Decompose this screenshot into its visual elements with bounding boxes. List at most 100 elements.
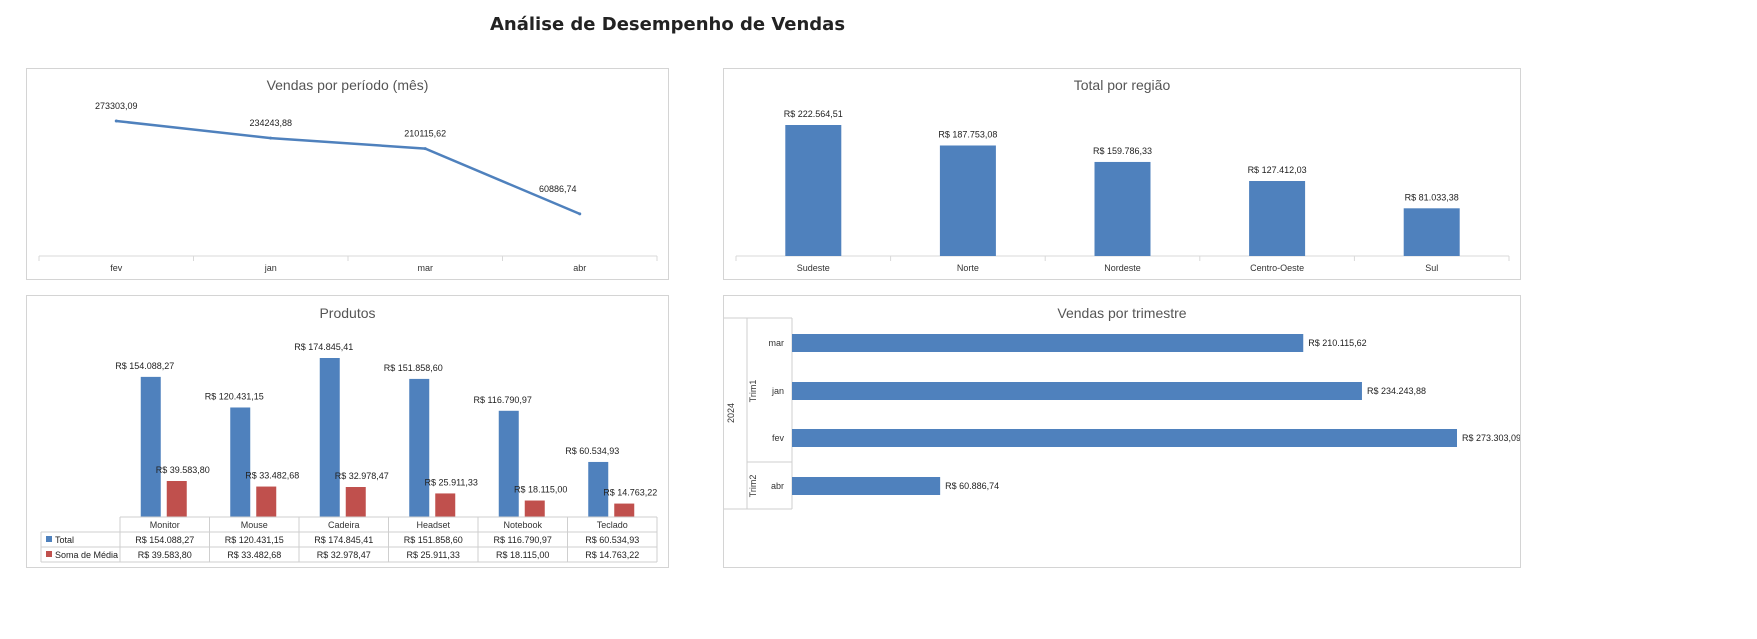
- bar: [792, 429, 1457, 447]
- bar: [792, 382, 1362, 400]
- x-tick-label: jan: [264, 263, 277, 273]
- data-label: R$ 210.115,62: [1308, 338, 1366, 348]
- data-label: R$ 60.534,93: [565, 446, 619, 456]
- bar: [792, 334, 1304, 352]
- data-label: R$ 187.753,08: [938, 129, 997, 139]
- data-label: R$ 174.845,41: [294, 342, 353, 352]
- y-tick-label: fev: [772, 433, 785, 443]
- bar-soma-media: [256, 486, 277, 517]
- data-label: R$ 154.088,27: [115, 361, 174, 371]
- data-label: R$ 127.412,03: [1248, 165, 1307, 175]
- x-tick-label: Teclado: [597, 520, 628, 530]
- region-chart-panel: Total por região R$ 222.564,51 Sudeste R$ …: [723, 68, 1521, 280]
- data-label: R$ 159.786,33: [1093, 146, 1152, 156]
- y-tick-label: mar: [769, 338, 785, 348]
- bar-soma-media: [524, 500, 545, 517]
- data-label: 273303,09: [95, 101, 138, 111]
- data-label: R$ 151.858,60: [384, 363, 443, 373]
- page-title: Análise de Desempenho de Vendas: [490, 14, 846, 35]
- x-tick-label: abr: [573, 263, 586, 273]
- table-cell: R$ 116.790,97: [494, 535, 552, 545]
- bar: [785, 125, 842, 256]
- x-tick-label: Norte: [957, 263, 979, 273]
- x-tick-label: fev: [110, 263, 123, 273]
- table-cell: R$ 18.115,00: [496, 550, 549, 560]
- x-tick-label: mar: [418, 263, 434, 273]
- bar-soma-media: [166, 481, 187, 517]
- bar-total: [230, 407, 251, 517]
- line-point: [269, 136, 273, 140]
- bar-total: [140, 376, 161, 517]
- quarter-chart-panel: Vendas por trimestre R$ 210.115,62 mar R$ …: [723, 295, 1521, 568]
- data-label: R$ 234.243,88: [1367, 386, 1426, 396]
- y-tick-label: abr: [771, 481, 784, 491]
- data-label: R$ 32.978,47: [335, 471, 389, 481]
- table-cell: R$ 39.583,80: [138, 550, 192, 560]
- table-cell: R$ 174.845,41: [314, 535, 373, 545]
- products-bar-chart: R$ 154.088,27 R$ 39.583,80 R$ 120.431,15 R$…: [40, 342, 658, 563]
- bar: [1249, 181, 1306, 256]
- table-cell: R$ 154.088,27: [135, 535, 194, 545]
- data-label: R$ 60.886,74: [945, 481, 999, 491]
- data-label: R$ 81.033,38: [1405, 192, 1459, 202]
- quarter-bar-chart: R$ 210.115,62 mar R$ 234.243,88 jan R$ 273.3…: [724, 317, 1521, 510]
- chart-title: Vendas por trimestre: [1057, 305, 1187, 321]
- products-chart-panel: Produtos R$ 154.088,27 R$ 39.583,80 R$ 120…: [26, 295, 669, 568]
- outer-group-label: 2024: [726, 403, 736, 423]
- line-point: [578, 212, 582, 216]
- bar-total: [588, 461, 609, 517]
- x-tick-label: Sul: [1425, 263, 1438, 273]
- data-label: R$ 273.303,09: [1462, 433, 1520, 443]
- data-label: R$ 222.564,51: [784, 109, 843, 119]
- table-cell: R$ 25.911,33: [407, 550, 460, 560]
- legend-key-total: [46, 536, 52, 542]
- legend-key-soma-media: [46, 551, 52, 557]
- bar: [939, 145, 996, 256]
- chart-title: Vendas por período (mês): [266, 77, 429, 93]
- data-label: R$ 18.115,00: [514, 485, 567, 495]
- chart-title: Total por região: [1073, 77, 1171, 93]
- line-chart-panel: Vendas por período (mês) 273303,09 fev 234…: [26, 68, 669, 280]
- x-tick-label: Mouse: [241, 520, 268, 530]
- bar: [792, 477, 941, 495]
- table-cell: R$ 120.431,15: [225, 535, 284, 545]
- data-label: 234243,88: [249, 118, 292, 128]
- data-label: 60886,74: [539, 184, 577, 194]
- y-tick-label: jan: [771, 386, 784, 396]
- x-tick-label: Sudeste: [797, 263, 830, 273]
- bar-soma-media: [435, 493, 456, 517]
- x-tick-label: Headset: [416, 520, 450, 530]
- line-point: [423, 147, 427, 151]
- x-tick-label: Nordeste: [1104, 263, 1141, 273]
- group-label: Trim2: [748, 475, 758, 498]
- line-point: [114, 119, 118, 123]
- chart-title: Produtos: [319, 305, 376, 321]
- data-label: R$ 120.431,15: [205, 391, 264, 401]
- legend-label: Total: [55, 535, 74, 545]
- region-bar-chart: R$ 222.564,51 Sudeste R$ 187.753,08 Norte R$…: [735, 109, 1510, 273]
- data-label: R$ 39.583,80: [156, 465, 210, 475]
- bar: [1094, 161, 1151, 256]
- data-label: R$ 116.790,97: [474, 395, 532, 405]
- bar: [1403, 208, 1460, 256]
- x-tick-label: Monitor: [150, 520, 180, 530]
- line-series-total: [116, 119, 581, 216]
- bar-total: [319, 358, 340, 517]
- x-tick-label: Centro-Oeste: [1250, 263, 1304, 273]
- group-label: Trim1: [748, 380, 758, 403]
- data-label: R$ 33.482,68: [245, 471, 299, 481]
- data-label: 210115,62: [404, 129, 446, 139]
- line-chart: 273303,09 fev 234243,88 jan 210115,62 mar 6088…: [38, 101, 658, 273]
- table-cell: R$ 151.858,60: [404, 535, 463, 545]
- bar-total: [409, 378, 430, 517]
- x-tick-label: Cadeira: [328, 520, 360, 530]
- table-cell: R$ 33.482,68: [227, 550, 281, 560]
- table-cell: R$ 14.763,22: [585, 550, 639, 560]
- bar-soma-media: [614, 503, 635, 517]
- x-tick-label: Notebook: [503, 520, 542, 530]
- legend-label: Soma de Média: [55, 550, 118, 560]
- table-cell: R$ 60.534,93: [585, 535, 639, 545]
- bar-total: [498, 410, 519, 517]
- data-label: R$ 25.911,33: [425, 477, 478, 487]
- bar-soma-media: [345, 487, 366, 517]
